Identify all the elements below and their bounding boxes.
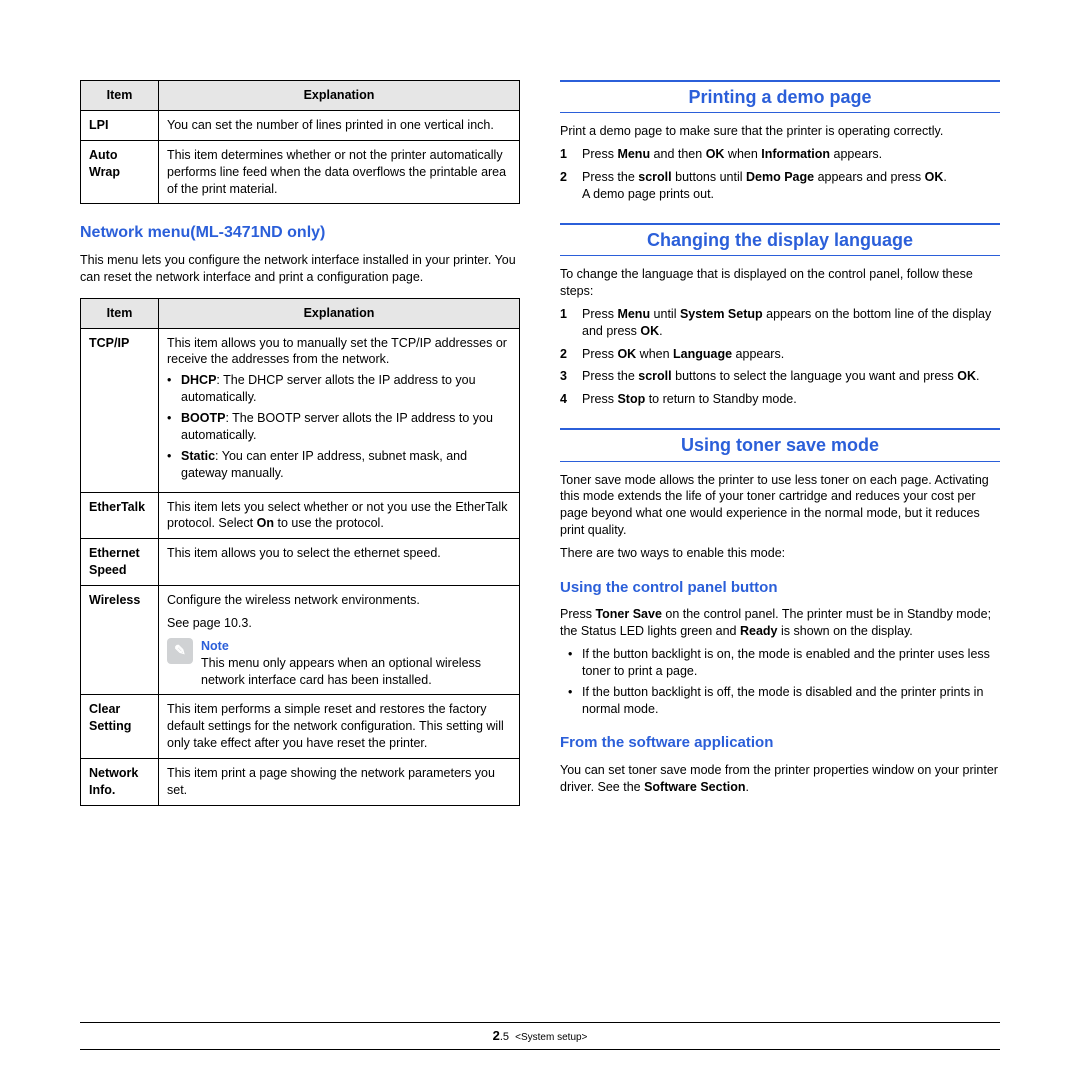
footer-page: .5: [500, 1031, 509, 1043]
list-item: 1Press Menu and then OK when Information…: [560, 146, 1000, 163]
cell-text: This item determines whether or not the …: [159, 140, 520, 204]
table-network: Item Explanation TCP/IP This item allows…: [80, 298, 520, 806]
table-row: LPI You can set the number of lines prin…: [81, 110, 520, 140]
cell-item: TCP/IP: [81, 328, 159, 492]
table-row: TCP/IP This item allows you to manually …: [81, 328, 520, 492]
cell-text: This item allows you to select the ether…: [159, 539, 520, 586]
list-item: 3Press the scroll buttons to select the …: [560, 368, 1000, 385]
cell-item: Auto Wrap: [81, 140, 159, 204]
wireless-line1: Configure the wireless network environme…: [167, 592, 511, 609]
wireless-line2: See page 10.3.: [167, 615, 511, 632]
page-footer: 2.5 <System setup>: [80, 1022, 1000, 1050]
list-item: 1Press Menu until System Setup appears o…: [560, 306, 1000, 340]
table-row: Wireless Configure the wireless network …: [81, 586, 520, 695]
subheading-software: From the software application: [560, 733, 1000, 753]
cp-bullets: If the button backlight is on, the mode …: [560, 646, 1000, 718]
cell-item: LPI: [81, 110, 159, 140]
cp-para: Press Toner Save on the control panel. T…: [560, 606, 1000, 640]
th-item: Item: [81, 81, 159, 111]
table-header-row: Item Explanation: [81, 81, 520, 111]
sw-para: You can set toner save mode from the pri…: [560, 762, 1000, 796]
list-item: If the button backlight is off, the mode…: [560, 684, 1000, 718]
heading-network: Network menu(ML-3471ND only): [80, 222, 520, 244]
cell-text: This item allows you to manually set the…: [159, 328, 520, 492]
cell-text: This item performs a simple reset and re…: [159, 695, 520, 759]
lang-intro: To change the language that is displayed…: [560, 266, 1000, 300]
list-item: 2Press OK when Language appears.: [560, 346, 1000, 363]
subheading-controlpanel: Using the control panel button: [560, 578, 1000, 598]
note-title: Note: [201, 638, 511, 655]
list-item: 4Press Stop to return to Standby mode.: [560, 391, 1000, 408]
footer-title: <System setup>: [515, 1032, 587, 1043]
table-header-row: Item Explanation: [81, 298, 520, 328]
lang-steps: 1Press Menu until System Setup appears o…: [560, 306, 1000, 408]
note-box: ✎ Note This menu only appears when an op…: [167, 638, 511, 689]
heading-lang: Changing the display language: [560, 223, 1000, 256]
th-explanation: Explanation: [159, 81, 520, 111]
table-row: EtherTalk This item lets you select whet…: [81, 492, 520, 539]
list-item: If the button backlight is on, the mode …: [560, 646, 1000, 680]
table-row: Auto Wrap This item determines whether o…: [81, 140, 520, 204]
cell-text: You can set the number of lines printed …: [159, 110, 520, 140]
note-text: This menu only appears when an optional …: [201, 655, 511, 689]
demo-intro: Print a demo page to make sure that the …: [560, 123, 1000, 140]
cell-text: Configure the wireless network environme…: [159, 586, 520, 695]
list-item: BOOTP: The BOOTP server allots the IP ad…: [167, 410, 511, 444]
list-item: DHCP: The DHCP server allots the IP addr…: [167, 372, 511, 406]
th-item: Item: [81, 298, 159, 328]
cell-item: Ethernet Speed: [81, 539, 159, 586]
cell-item: Network Info.: [81, 759, 159, 806]
tcpip-intro: This item allows you to manually set the…: [167, 336, 507, 367]
heading-toner: Using toner save mode: [560, 428, 1000, 461]
tcpip-bullets: DHCP: The DHCP server allots the IP addr…: [167, 372, 511, 481]
footer-chapter: 2: [493, 1028, 500, 1043]
right-column: Printing a demo page Print a demo page t…: [560, 80, 1000, 824]
left-column: Item Explanation LPI You can set the num…: [80, 80, 520, 824]
table-row: Network Info. This item print a page sho…: [81, 759, 520, 806]
th-explanation: Explanation: [159, 298, 520, 328]
cell-text: This item print a page showing the netwo…: [159, 759, 520, 806]
cell-item: Wireless: [81, 586, 159, 695]
table-row: Ethernet Speed This item allows you to s…: [81, 539, 520, 586]
table-row: Clear Setting This item performs a simpl…: [81, 695, 520, 759]
table-lpi: Item Explanation LPI You can set the num…: [80, 80, 520, 204]
demo-steps: 1Press Menu and then OK when Information…: [560, 146, 1000, 203]
cell-text: This item lets you select whether or not…: [159, 492, 520, 539]
toner-p2: There are two ways to enable this mode:: [560, 545, 1000, 562]
note-icon: ✎: [167, 638, 193, 664]
list-item: 2Press the scroll buttons until Demo Pag…: [560, 169, 1000, 203]
cell-item: EtherTalk: [81, 492, 159, 539]
toner-p1: Toner save mode allows the printer to us…: [560, 472, 1000, 540]
para-network-intro: This menu lets you configure the network…: [80, 252, 520, 286]
list-item: Static: You can enter IP address, subnet…: [167, 448, 511, 482]
heading-demo: Printing a demo page: [560, 80, 1000, 113]
cell-item: Clear Setting: [81, 695, 159, 759]
